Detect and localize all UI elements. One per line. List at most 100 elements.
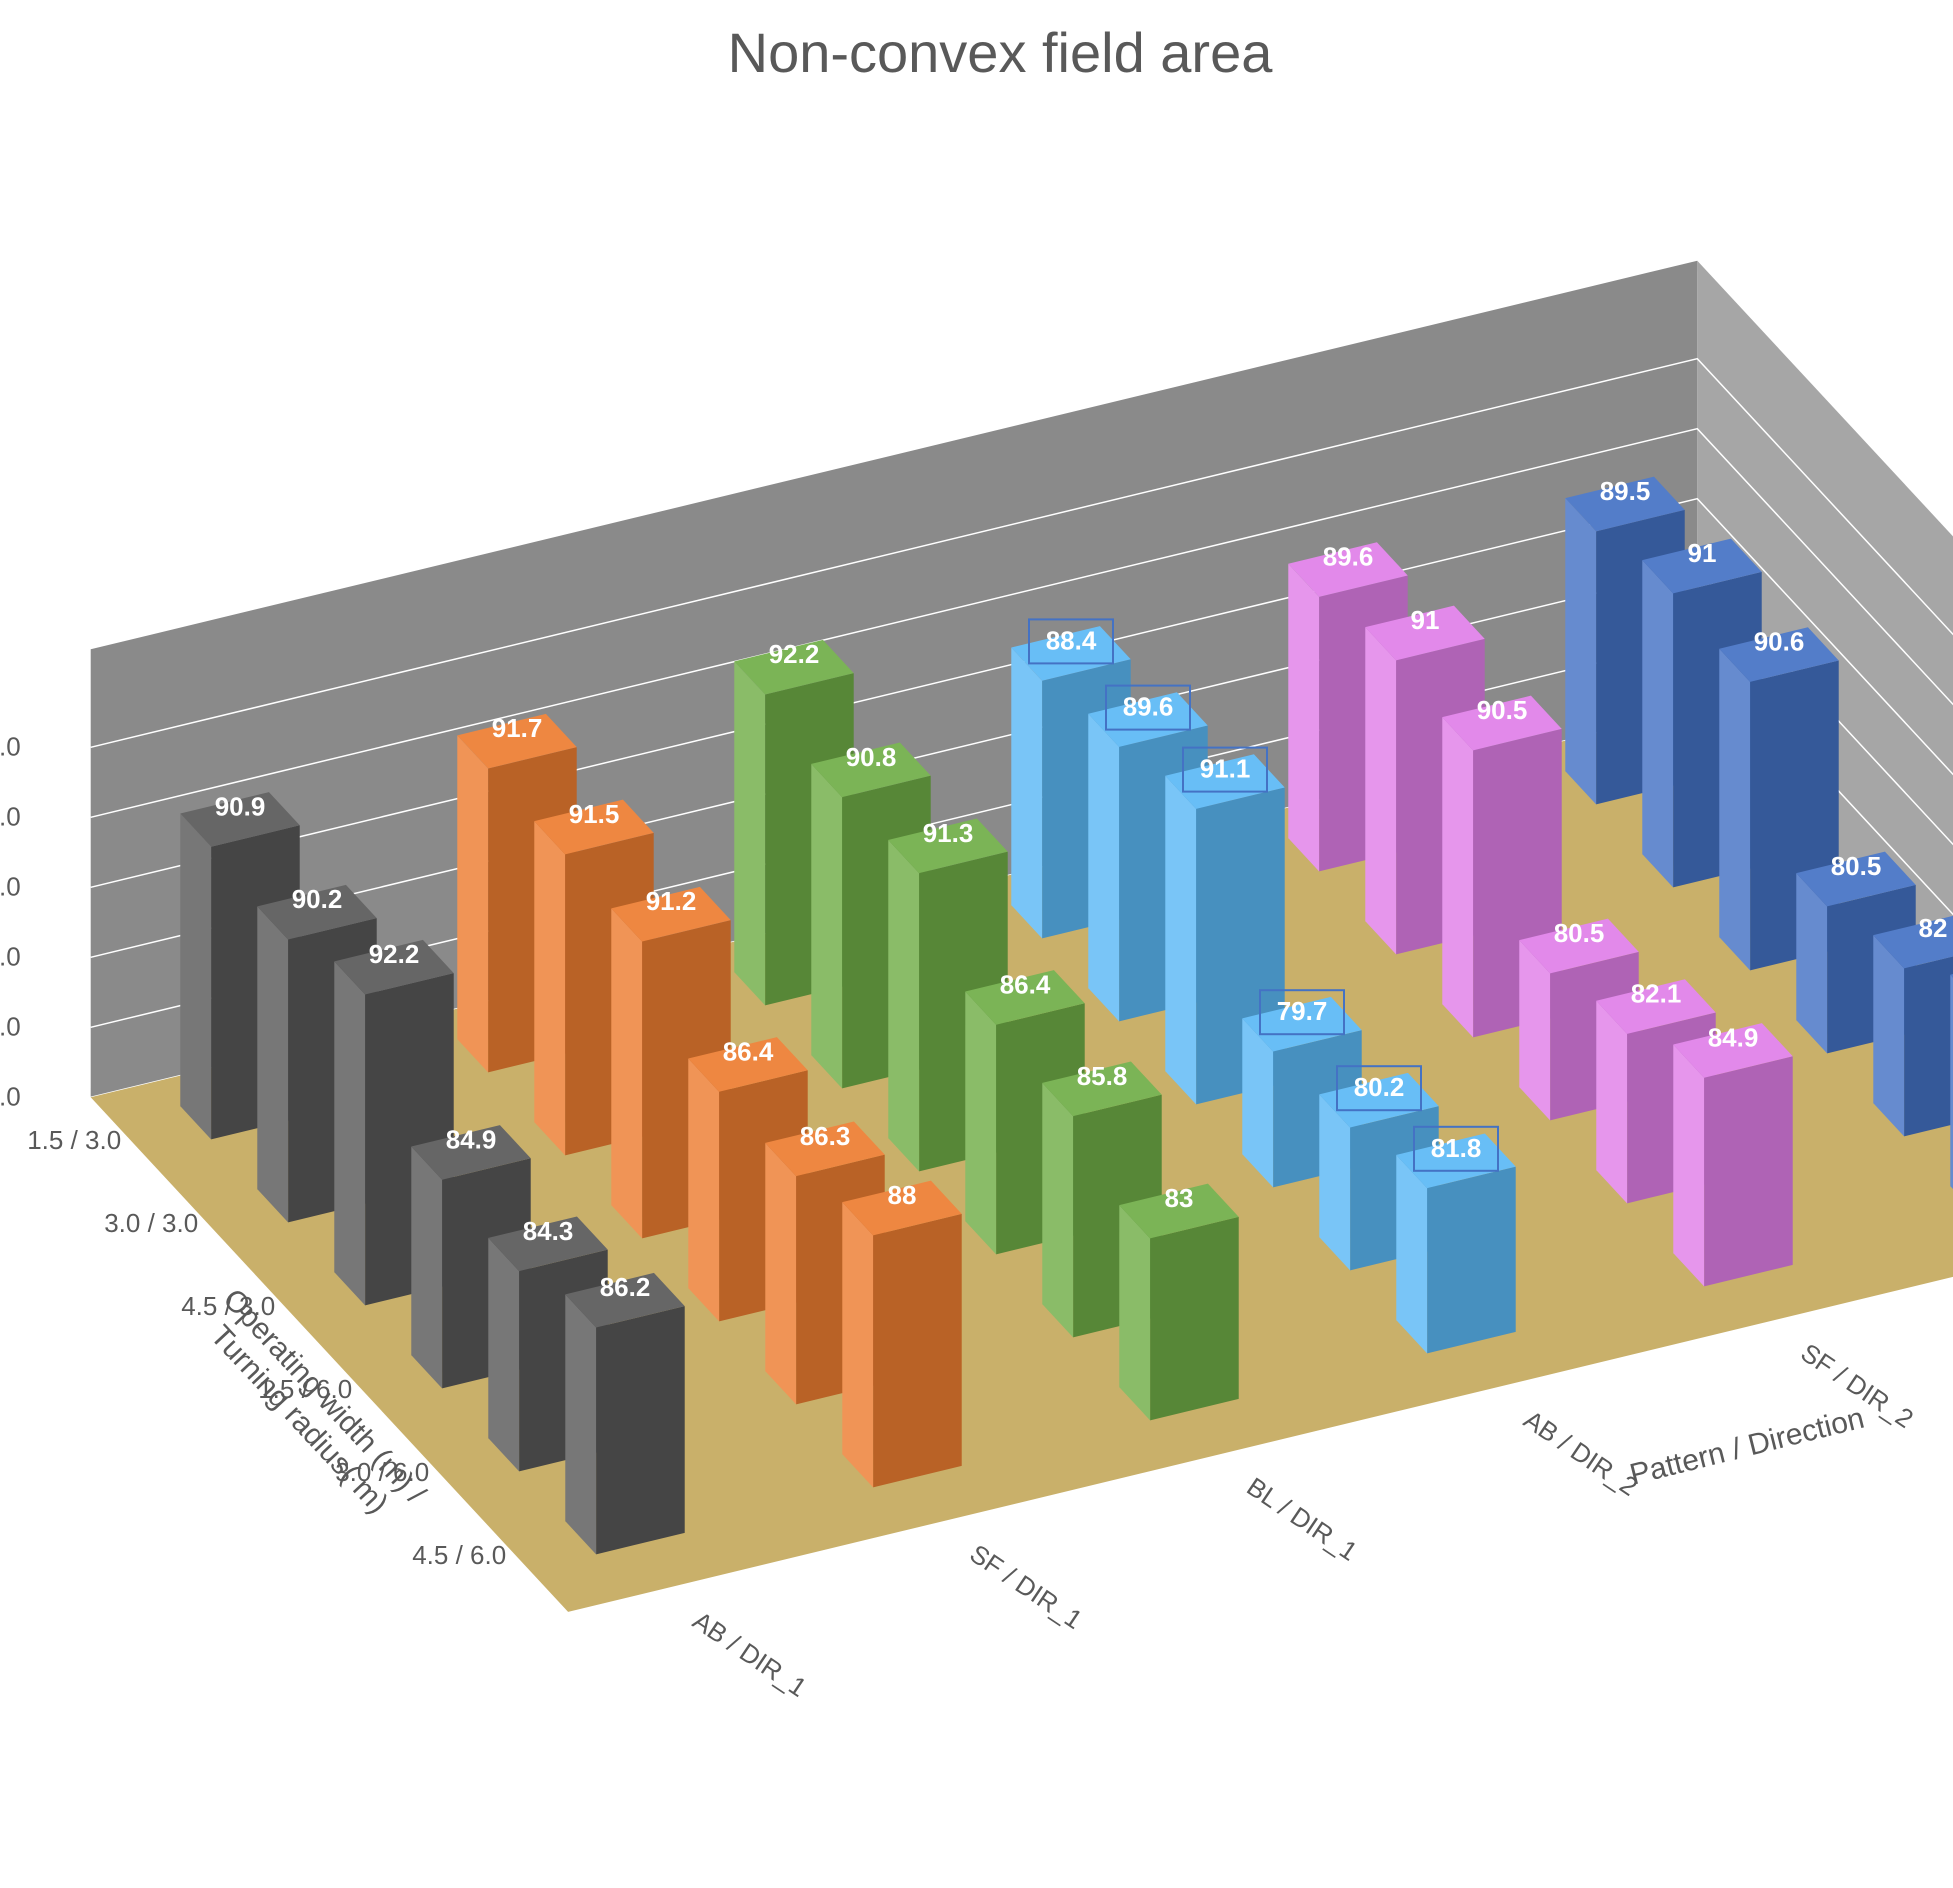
bar-top [1042,1061,1162,1117]
bar-face [1704,1056,1793,1287]
bar-side [734,661,766,1006]
data-label: 82.1 [1631,979,1682,1009]
data-label-box [1259,989,1345,1036]
depth-tick-label: 3.0 / 3.0 [104,1208,198,1238]
bar-top [1088,692,1208,747]
data-label: 80.5 [1831,851,1882,881]
bar-side [1119,1205,1151,1421]
chart-bars [180,476,1953,1555]
x-tick-label: AB / DIR_2 [1519,1404,1644,1502]
bar-top [488,1216,608,1272]
gridline [90,497,1953,889]
data-label: 85.8 [1077,1061,1128,1091]
bar-side [488,1237,520,1472]
bar-side [1288,563,1320,872]
bar [1119,1183,1239,1421]
bar-side [811,763,843,1089]
bar-side [180,813,212,1140]
depth-tick-label: 1.5 / 3.0 [27,1125,121,1155]
bar-side [965,991,997,1255]
gridline [90,427,1953,819]
bar-top [1642,538,1762,594]
bar-top [811,742,931,798]
bar [1873,915,1953,1137]
data-label: 82 [1919,913,1948,943]
data-label: 89.6 [1323,542,1374,572]
bar-side [1950,974,1953,1190]
bar-top [1519,918,1639,974]
data-label: 84.9 [1708,1022,1759,1052]
bar-side [1088,713,1120,1022]
bar-top [734,639,854,695]
data-label-box [1182,746,1268,793]
bar-side [1565,498,1597,805]
data-label: 83 [1165,1183,1194,1213]
bar-top [457,713,577,769]
data-label: 92.2 [369,939,420,969]
bar-face [1150,1216,1239,1421]
chart-data-labels: 89.5 89.6 88.4 92.2 91.7 90.9 91 91 89.6 90.8 91.5… [215,476,1948,1302]
data-label: 90.8 [846,742,897,772]
bar-top [1719,627,1839,682]
data-label: 80.5 [1554,918,1605,948]
bar-top [1288,542,1408,597]
bar-top [1442,695,1562,751]
bar-side [1319,1094,1351,1271]
bar-side [565,1294,597,1555]
bar [965,970,1085,1255]
bar-top [1319,1072,1439,1128]
data-label: 88 [888,1180,917,1210]
data-label: 91.3 [923,818,974,848]
bar-top [888,818,1008,874]
bar-side [1642,560,1674,888]
chart-title: Non-convex field area [728,21,1274,84]
bar-side [1796,873,1828,1054]
bar-face [1427,1166,1516,1354]
bar-top [334,939,454,995]
bar [565,1272,685,1555]
bar-top [534,799,654,855]
data-label: 91 [1688,538,1717,568]
bar-side [1873,935,1905,1137]
bar-top [1673,1023,1793,1078]
bar-top [842,1180,962,1236]
data-label: 86.2 [600,1272,651,1302]
data-label: 80.2 [1354,1072,1405,1102]
data-label: 86.4 [723,1036,774,1066]
bar-side [1165,775,1197,1105]
data-label-box [1413,1125,1499,1172]
bar-side [534,821,566,1156]
bar [1673,1023,1793,1287]
bar-top [1396,1133,1516,1189]
bar-top [965,970,1085,1025]
bar-side [765,1142,797,1405]
bar-top [1873,915,1953,969]
bar-top [1165,754,1285,809]
bar-top [688,1037,808,1092]
bar-side [1365,627,1397,955]
bar-side [1719,648,1751,971]
x-tick-label: BL / DIR_1 [1242,1471,1363,1566]
bar-side [1011,647,1043,939]
y-tick-label: 75.0 [0,1011,21,1041]
bar-top [1565,476,1685,532]
bar-top [257,884,377,940]
bar [1396,1133,1516,1354]
bar [842,1180,962,1488]
data-label: 79.7 [1277,996,1328,1026]
data-label: 91.5 [569,799,620,829]
y-tick-label: 80.0 [0,941,21,971]
bar-side [888,839,920,1172]
data-label: 89.6 [1123,692,1174,722]
data-label: 90.2 [292,884,343,914]
bar [1042,1061,1162,1338]
data-label: 86.3 [800,1121,851,1151]
data-label: 90.5 [1477,695,1528,725]
bar-side [411,1146,443,1389]
bar-top [1242,996,1362,1052]
gridline [90,357,1953,749]
y-tick-label: 95.0 [0,731,21,761]
bar-top [1950,974,1953,978]
